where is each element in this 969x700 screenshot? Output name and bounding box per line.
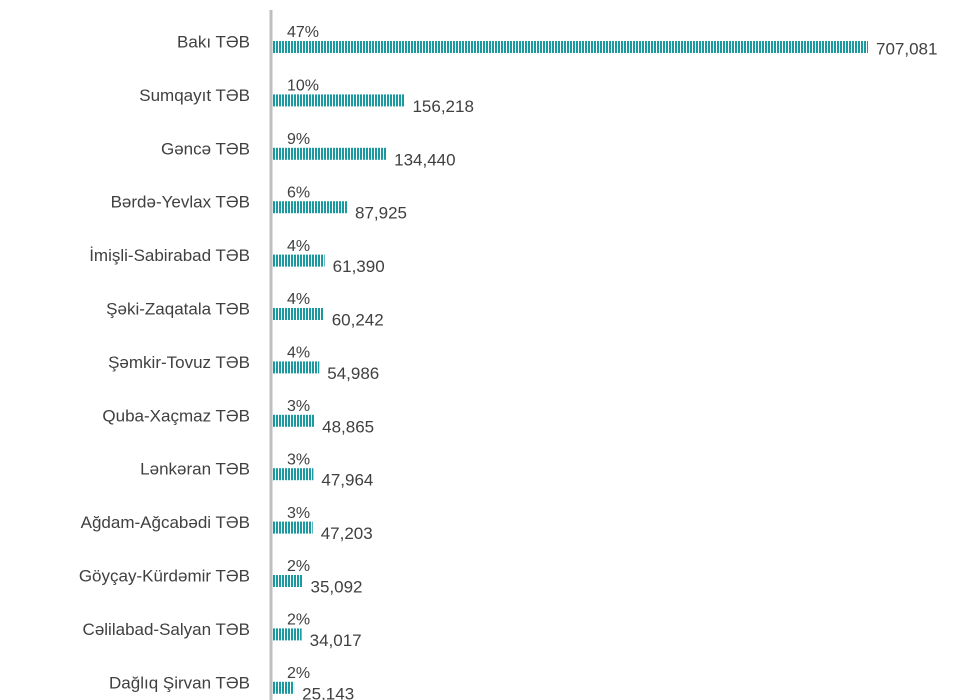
bar <box>273 308 324 320</box>
value-label: 34,017 <box>310 631 362 650</box>
category-label: Bərdə-Yevlax TƏB <box>111 193 250 212</box>
value-label: 35,092 <box>311 577 363 596</box>
value-label: 25,143 <box>302 684 354 700</box>
percent-label: 2% <box>287 558 310 575</box>
percent-label: 3% <box>287 398 310 415</box>
value-label: 61,390 <box>333 257 385 276</box>
percent-label: 3% <box>287 505 310 522</box>
value-label: 47,964 <box>321 471 373 490</box>
percent-label: 2% <box>287 612 310 629</box>
value-label: 707,081 <box>876 39 937 58</box>
bar <box>273 361 320 374</box>
category-label: Şəki-Zaqatala TƏB <box>106 299 250 318</box>
percent-label: 9% <box>287 131 310 148</box>
value-label: 156,218 <box>412 97 473 116</box>
bar <box>273 628 302 641</box>
bar <box>273 468 314 481</box>
category-label: Gəncə TƏB <box>161 139 250 158</box>
percent-label: 10% <box>287 78 319 95</box>
bar <box>273 254 325 267</box>
value-label: 134,440 <box>394 150 455 169</box>
percent-label: 3% <box>287 451 310 468</box>
category-label: Sumqayıt TƏB <box>139 86 250 105</box>
bar <box>273 414 315 427</box>
category-label: Lənkəran TƏB <box>140 460 250 479</box>
bar <box>273 521 313 534</box>
bar <box>273 575 303 587</box>
category-label: Ağdam-Ağcabədi TƏB <box>81 513 250 532</box>
category-label: Quba-Xaçmaz TƏB <box>102 406 250 425</box>
category-label: Dağlıq Şirvan TƏB <box>109 673 250 692</box>
value-label: 48,865 <box>322 417 374 436</box>
percent-label: 2% <box>287 665 310 682</box>
value-label: 87,925 <box>355 204 407 223</box>
percent-label: 4% <box>287 291 310 308</box>
category-label: Göyçay-Kürdəmir TƏB <box>79 566 250 585</box>
percent-label: 4% <box>287 238 310 255</box>
value-label: 54,986 <box>327 364 379 383</box>
category-label: İmişli-Sabirabad TƏB <box>89 246 250 265</box>
bar <box>273 94 405 107</box>
value-label: 47,203 <box>321 524 373 543</box>
category-label: Cəlilabad-Salyan TƏB <box>83 620 250 639</box>
percent-label: 47% <box>287 24 319 41</box>
percent-label: 6% <box>287 184 310 201</box>
category-label: Bakı TƏB <box>177 32 250 51</box>
bar <box>273 41 868 53</box>
category-label: Şəmkir-Tovuz TƏB <box>108 353 250 372</box>
value-label: 60,242 <box>332 310 384 329</box>
bar <box>273 201 347 214</box>
bar <box>273 681 295 694</box>
percent-label: 4% <box>287 345 310 362</box>
bar <box>273 147 387 160</box>
